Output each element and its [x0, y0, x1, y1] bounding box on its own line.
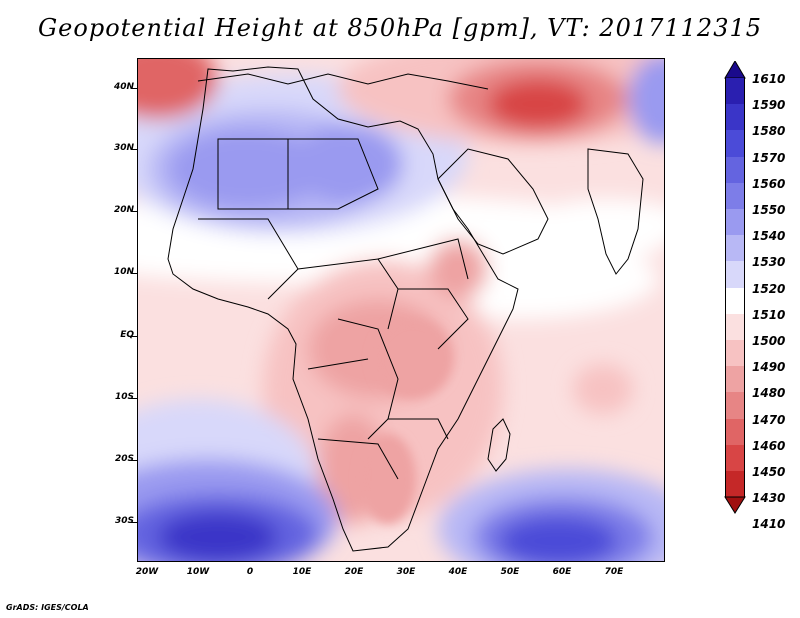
y-tick-mark: [131, 149, 137, 150]
colorbar-segment: [725, 287, 745, 315]
y-axis-label-10n: 10N: [113, 267, 134, 277]
colorbar-segment: [725, 156, 745, 184]
x-axis-label-60e: 60E: [552, 567, 572, 577]
colorbar-label: 1490: [752, 360, 786, 375]
colorbar-label: 1470: [752, 412, 786, 427]
x-axis-label-20e: 20E: [344, 567, 364, 577]
colorbar-label: 1550: [752, 203, 786, 217]
colorbar-label: 1590: [752, 98, 786, 113]
y-axis-label-30s: 30S: [114, 516, 134, 526]
x-axis-label-10e: 10E: [292, 567, 312, 577]
colorbar-segment: [725, 130, 745, 158]
colorbar-segment: [725, 366, 745, 394]
colorbar-label: 1450: [752, 465, 786, 479]
y-axis-label-30n: 30N: [113, 143, 134, 153]
y-axis-label-20n: 20N: [113, 205, 134, 215]
colorbar-label: 1570: [752, 150, 786, 165]
colorbar-label: 1410: [752, 517, 786, 532]
colorbar-label: 1610: [752, 72, 786, 86]
x-axis-label-40e: 40E: [448, 567, 468, 577]
map-panel: [137, 58, 665, 562]
colorbar-segment: [725, 313, 745, 341]
colorbar-label: 1510: [752, 307, 786, 322]
colorbar-segment: [725, 340, 745, 368]
colorbar-label: 1530: [752, 255, 786, 270]
geopotential-height-field: [138, 59, 664, 561]
colorbar-segment: [725, 235, 745, 263]
colorbar-segment: [725, 182, 745, 210]
colorbar-segment: [725, 418, 745, 446]
colorbar-segment: [725, 261, 745, 289]
y-tick-mark: [131, 88, 137, 89]
y-axis-label-40n: 40N: [113, 82, 134, 92]
colorbar-label: 1520: [752, 281, 786, 296]
y-axis-label-20s: 20S: [114, 454, 134, 464]
colorbar-label: 1430: [752, 491, 786, 506]
colorbar-top-triangle: [724, 61, 746, 79]
colorbar-segment: [725, 471, 745, 499]
y-axis-label-eq: EQ: [120, 330, 134, 340]
y-axis-label-10s: 10S: [114, 392, 134, 402]
y-tick-mark: [131, 398, 137, 399]
y-tick-mark: [131, 273, 137, 274]
colorbar-label: 1540: [752, 229, 786, 244]
footer-credit: GrADS: IGES/COLA: [6, 603, 89, 612]
colorbar-label: 1460: [752, 438, 786, 453]
colorbar-segment: [725, 104, 745, 132]
colorbar-segment: [725, 78, 745, 106]
y-tick-mark: [131, 460, 137, 461]
x-axis-label-50e: 50E: [500, 567, 520, 577]
colorbar-label: 1580: [752, 124, 786, 139]
y-tick-mark: [131, 211, 137, 212]
colorbar-segment: [725, 444, 745, 472]
coastlines: [167, 66, 644, 552]
x-axis-label-70e: 70E: [604, 567, 624, 577]
x-axis-label-30e: 30E: [396, 567, 416, 577]
colorbar-bottom-triangle: [724, 496, 746, 515]
x-axis-label-20w: 20W: [135, 567, 159, 577]
map-title: Geopotential Height at 850hPa [gpm], VT:…: [38, 14, 762, 42]
colorbar-label: 1560: [752, 176, 786, 191]
colorbar-label: 1500: [752, 334, 786, 348]
colorbar-label: 1480: [752, 386, 786, 401]
y-tick-mark: [131, 522, 137, 523]
x-axis-label-10w: 10W: [186, 567, 210, 577]
colorbar-segment: [725, 392, 745, 420]
colorbar-segment: [725, 209, 745, 237]
x-axis-label-0: 0: [246, 567, 254, 577]
y-tick-mark: [131, 336, 137, 337]
